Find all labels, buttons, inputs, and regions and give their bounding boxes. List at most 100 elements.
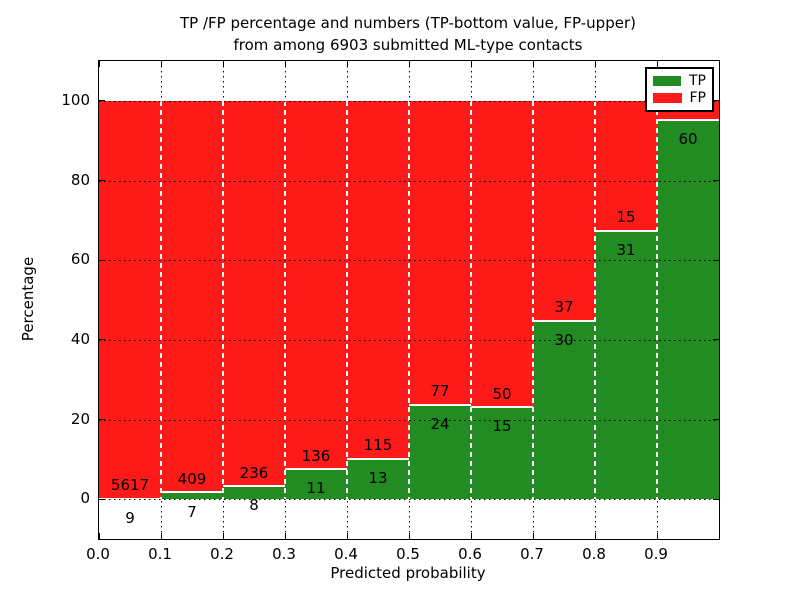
x-tick-label: 0.6 xyxy=(458,545,482,563)
tp-count-label: 30 xyxy=(554,330,574,349)
y-gridline xyxy=(99,100,719,102)
bar-segment-edge xyxy=(99,497,161,500)
y-tick-label: 100 xyxy=(61,90,90,109)
bar-fp-segment xyxy=(471,100,533,408)
bar-divider xyxy=(656,100,658,500)
bar-fp-segment xyxy=(223,100,285,487)
x-tick-label: 0.9 xyxy=(644,545,668,563)
fp-legend-swatch xyxy=(653,93,682,103)
x-tick-mark xyxy=(222,533,224,539)
y-tick-mark xyxy=(99,100,105,102)
x-tick-mark xyxy=(222,61,224,67)
bar-segment-edge xyxy=(471,406,533,409)
y-tick-label: 80 xyxy=(70,170,90,189)
y-tick-mark xyxy=(713,339,719,341)
x-tick-mark xyxy=(470,533,472,539)
x-tick-label: 0.0 xyxy=(86,545,110,563)
fp-count-label: 136 xyxy=(301,446,331,465)
bar-divider xyxy=(470,100,472,500)
x-tick-label: 0.7 xyxy=(520,545,544,563)
tp-count-label: 8 xyxy=(249,496,259,515)
bar-divider xyxy=(346,100,348,500)
fp-count-label: 5617 xyxy=(110,475,150,494)
bar-segment-edge xyxy=(409,403,471,406)
x-tick-mark xyxy=(160,61,162,67)
x-tick-label: 0.1 xyxy=(148,545,172,563)
x-tick-mark xyxy=(346,533,348,539)
tp-count-label: 9 xyxy=(125,508,135,527)
y-gridline xyxy=(99,499,719,501)
x-tick-mark xyxy=(718,61,720,67)
y-gridline xyxy=(99,260,719,262)
fp-count-label: 37 xyxy=(554,298,574,317)
tp-count-label: 24 xyxy=(430,414,450,433)
x-tick-mark xyxy=(408,61,410,67)
bar-tp-segment xyxy=(471,407,533,500)
bar-fp-segment xyxy=(595,100,657,231)
y-tick-mark xyxy=(713,180,719,181)
bar-divider xyxy=(532,100,534,500)
bar-tp-segment xyxy=(285,469,347,500)
tp-count-label: 7 xyxy=(187,502,197,521)
x-tick-mark xyxy=(284,533,286,539)
y-tick-mark xyxy=(713,419,719,420)
chart-title-line1: TP /FP percentage and numbers (TP-bottom… xyxy=(180,14,636,32)
bar-fp-segment xyxy=(533,100,595,321)
y-gridline xyxy=(99,419,719,421)
x-tick-label: 0.4 xyxy=(334,545,358,563)
y-tick-mark xyxy=(713,498,719,500)
tp-count-label: 13 xyxy=(368,468,388,487)
y-tick-label: 0 xyxy=(80,489,90,508)
y-tick-mark xyxy=(713,100,719,102)
bar-tp-segment xyxy=(223,486,285,500)
x-tick-label: 0.5 xyxy=(396,545,420,563)
bar-divider xyxy=(160,100,162,500)
y-tick-label: 20 xyxy=(70,409,90,428)
legend: TP FP xyxy=(645,67,714,112)
bar-segment-edge xyxy=(533,319,595,322)
bar-fp-segment xyxy=(161,100,223,493)
x-tick-mark xyxy=(594,61,596,67)
tp-count-label: 15 xyxy=(492,417,512,436)
bar-segment-edge xyxy=(161,491,223,494)
x-tick-mark xyxy=(532,533,534,539)
y-tick-mark xyxy=(99,498,105,500)
x-tick-mark xyxy=(532,61,534,67)
tp-legend-swatch xyxy=(653,76,681,86)
x-tick-mark xyxy=(656,61,658,67)
bar-divider xyxy=(594,100,596,500)
bar-fp-segment xyxy=(285,100,347,470)
legend-item-tp: TP xyxy=(653,74,706,88)
bar-segment-edge xyxy=(595,229,657,232)
x-tick-mark xyxy=(160,533,162,539)
bar-divider xyxy=(284,100,286,500)
bar-tp-segment xyxy=(161,492,223,500)
x-tick-mark xyxy=(98,533,100,539)
y-tick-mark xyxy=(99,259,105,261)
fp-count-label: 409 xyxy=(177,469,207,488)
x-tick-mark xyxy=(408,533,410,539)
y-tick-mark xyxy=(99,339,105,341)
bar-divider xyxy=(222,100,224,500)
bar-tp-segment xyxy=(595,230,657,500)
y-gridline xyxy=(99,180,719,182)
x-axis-label: Predicted probability xyxy=(330,564,486,582)
x-tick-label: 0.8 xyxy=(582,545,606,563)
bar-segment-edge xyxy=(223,485,285,488)
fp-count-label: 50 xyxy=(492,384,512,403)
x-tick-mark xyxy=(718,533,720,539)
bar-tp-segment xyxy=(657,119,719,500)
bar-segment-edge xyxy=(347,457,409,460)
y-tick-label: 40 xyxy=(70,329,90,348)
y-gridline xyxy=(99,339,719,341)
tp-count-label: 60 xyxy=(678,129,698,148)
y-axis-label: Percentage xyxy=(19,256,37,342)
tp-count-label: 11 xyxy=(306,479,326,498)
x-tick-mark xyxy=(98,61,100,67)
bar-fp-segment xyxy=(347,100,409,459)
x-tick-label: 0.2 xyxy=(210,545,234,563)
x-tick-label: 0.3 xyxy=(272,545,296,563)
x-tick-mark xyxy=(594,533,596,539)
chart-title: TP /FP percentage and numbers (TP-bottom… xyxy=(98,12,718,56)
